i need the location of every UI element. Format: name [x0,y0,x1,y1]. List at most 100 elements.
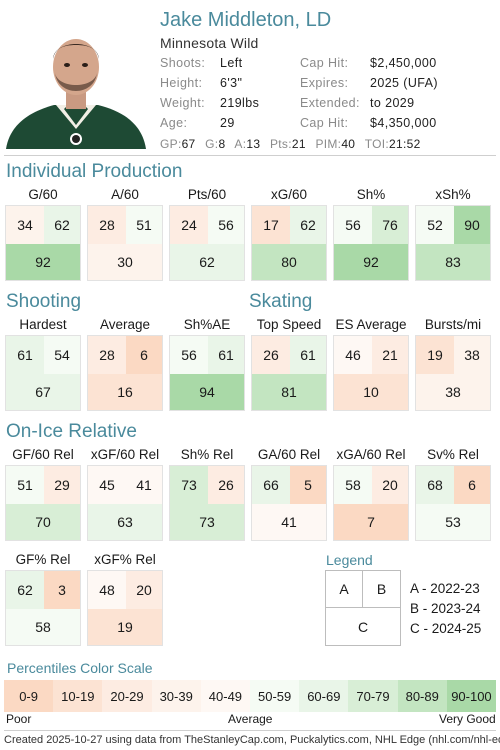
legend-cell-a: A [326,571,363,608]
percentile-cell-b: 20 [126,571,162,609]
info-weight: Weight: 219lbs [160,96,260,110]
percentile-cell-a: 46 [334,336,372,374]
info-shoots: Shoots: Left [160,56,243,70]
percentile-cell-a: 34 [6,206,44,244]
scale-segment: 30-39 [151,680,201,712]
metric-card: 17 62 80 [251,205,327,281]
section-title-skating: Skating [249,291,313,312]
legend-cell-b: B [363,571,400,608]
percentile-cell-b: 26 [208,466,244,504]
percentile-cell-c: 83 [416,244,490,280]
section-title-individual: Individual Production [6,161,183,182]
percentile-cell-c: 53 [416,504,490,540]
metric-card: 46 21 10 [333,335,409,411]
metric-card: 26 61 81 [251,335,327,411]
percentile-cell-c: 80 [252,244,326,280]
player-headshot-icon [4,5,148,149]
percentile-cell-c: 81 [252,374,326,410]
metric-card: 56 61 94 [169,335,245,411]
percentile-cell-c: 67 [6,374,80,410]
metric-label: Sh%AE [183,317,231,332]
percentile-cell-c: 94 [170,374,244,410]
percentile-cell-a: 51 [6,466,44,504]
percentile-cell-b: 62 [44,206,80,244]
percentile-cell-a: 52 [416,206,454,244]
metric-card: 58 20 7 [333,465,409,541]
percentile-cell-a: 73 [170,466,208,504]
metric-card: 51 29 70 [5,465,81,541]
percentile-cell-b: 5 [290,466,326,504]
metric-label: GF/60 Rel [12,447,74,462]
info-new-cap-hit: Cap Hit: $4,350,000 [300,116,437,130]
metric-label: xG/60 [270,187,308,202]
percentile-cell-a: 28 [88,206,126,244]
percentile-cell-b: 90 [454,206,490,244]
scale-segment: 80-89 [397,680,447,712]
info-expires: Expires: 2025 (UFA) [300,76,438,90]
percentile-cell-c: 58 [6,609,80,645]
percentile-cell-a: 56 [334,206,372,244]
percentile-color-scale: 0-9 10-19 20-29 30-39 40-49 50-59 60-69 70-79 80… [4,680,497,712]
metric-card: 24 56 62 [169,205,245,281]
percentile-cell-b: 76 [372,206,408,244]
metric-card: 52 90 83 [415,205,491,281]
scale-title: Percentiles Color Scale [7,660,153,676]
percentile-cell-c: 7 [334,504,408,540]
percentile-cell-c: 10 [334,374,408,410]
percentile-cell-b: 29 [44,466,80,504]
percentile-cell-c: 30 [88,244,162,280]
percentile-cell-c: 41 [252,504,326,540]
scale-segment: 60-69 [299,680,349,712]
metric-card: 66 5 41 [251,465,327,541]
percentile-cell-b: 56 [208,206,244,244]
footer-credits: Created 2025-10-27 using data from TheSt… [4,734,500,746]
scale-segment: 20-29 [102,680,152,712]
scale-mid-label: Average [228,712,273,726]
metric-card: 62 3 58 [5,570,81,646]
percentile-cell-b: 6 [126,336,162,374]
percentile-cell-b: 61 [208,336,244,374]
scale-segment: 70-79 [348,680,398,712]
legend-line-b: B - 2023-24 [410,601,481,616]
player-photo [4,5,148,149]
metric-label: Sh% Rel [180,447,234,462]
scale-segment: 90-100 [446,680,497,712]
percentile-cell-b: 51 [126,206,162,244]
percentile-cell-a: 26 [252,336,290,374]
metric-card: 28 6 16 [87,335,163,411]
metric-card: 48 20 19 [87,570,163,646]
metric-label: GF% Rel [15,552,71,567]
legend-line-c: C - 2024-25 [410,621,482,636]
season-statline: GP:67 G:8 A:13 Pts:21 PIM:40 TOI:21:52 [160,137,421,151]
metric-label: xGF% Rel [94,552,156,567]
percentile-cell-c: 38 [416,374,490,410]
legend-title: Legend [326,552,373,568]
percentile-cell-a: 45 [88,466,126,504]
metric-label: ES Average [335,317,407,332]
percentile-cell-a: 61 [6,336,44,374]
metric-label: Average [99,317,151,332]
percentile-cell-c: 92 [6,244,80,280]
scale-segment: 50-59 [250,680,300,712]
legend-box: A B C [325,570,401,646]
metric-card: 68 6 53 [415,465,491,541]
metric-label: Hardest [19,317,67,332]
scale-segment: 40-49 [200,680,251,712]
percentile-cell-a: 17 [252,206,290,244]
percentile-cell-c: 62 [170,244,244,280]
metric-label: xSh% [435,187,471,202]
metric-card: 45 41 63 [87,465,163,541]
metric-label: Sh% [356,187,386,202]
percentile-cell-b: 41 [126,466,162,504]
percentile-cell-a: 66 [252,466,290,504]
percentile-cell-a: 62 [6,571,44,609]
percentile-cell-a: 19 [416,336,454,374]
section-title-onice: On-Ice Relative [6,421,137,442]
percentile-cell-a: 68 [416,466,454,504]
percentile-cell-a: 24 [170,206,208,244]
metric-label: Bursts/mi [424,317,482,332]
metric-card: 28 51 30 [87,205,163,281]
scale-low-label: Poor [6,712,32,726]
percentile-cell-c: 63 [88,504,162,540]
